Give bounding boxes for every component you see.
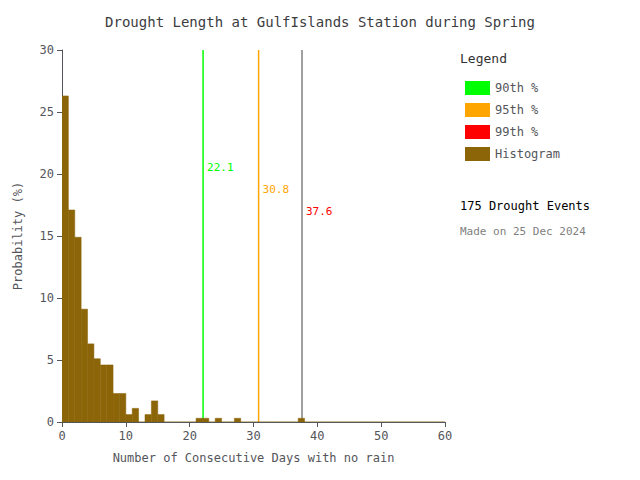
svg-text:175 Drought Events: 175 Drought Events <box>460 199 590 213</box>
svg-text:25: 25 <box>40 105 54 119</box>
svg-text:0: 0 <box>47 415 54 429</box>
svg-text:Drought Length at GulfIslands: Drought Length at GulfIslands Station du… <box>105 14 535 30</box>
svg-text:60: 60 <box>438 429 452 443</box>
svg-text:5: 5 <box>47 353 54 367</box>
svg-text:40: 40 <box>310 429 324 443</box>
svg-text:30: 30 <box>40 43 54 57</box>
svg-text:15: 15 <box>40 229 54 243</box>
svg-text:99th %: 99th % <box>495 125 539 139</box>
svg-text:95th %: 95th % <box>495 103 539 117</box>
svg-text:37.6: 37.6 <box>306 205 333 218</box>
svg-text:30: 30 <box>246 429 260 443</box>
svg-text:22.1: 22.1 <box>207 161 234 174</box>
svg-text:Histogram: Histogram <box>495 147 560 161</box>
svg-text:Probability (%): Probability (%) <box>11 182 25 290</box>
svg-text:20: 20 <box>40 167 54 181</box>
svg-text:Legend: Legend <box>460 51 507 66</box>
svg-text:30.8: 30.8 <box>263 183 290 196</box>
svg-text:90th %: 90th % <box>495 81 539 95</box>
svg-text:Made on 25 Dec 2024: Made on 25 Dec 2024 <box>460 225 586 238</box>
svg-text:10: 10 <box>119 429 133 443</box>
svg-text:20: 20 <box>182 429 196 443</box>
svg-text:10: 10 <box>40 291 54 305</box>
svg-text:50: 50 <box>374 429 388 443</box>
svg-text:Number of Consecutive Days wit: Number of Consecutive Days with no rain <box>113 451 395 465</box>
svg-text:0: 0 <box>58 429 65 443</box>
